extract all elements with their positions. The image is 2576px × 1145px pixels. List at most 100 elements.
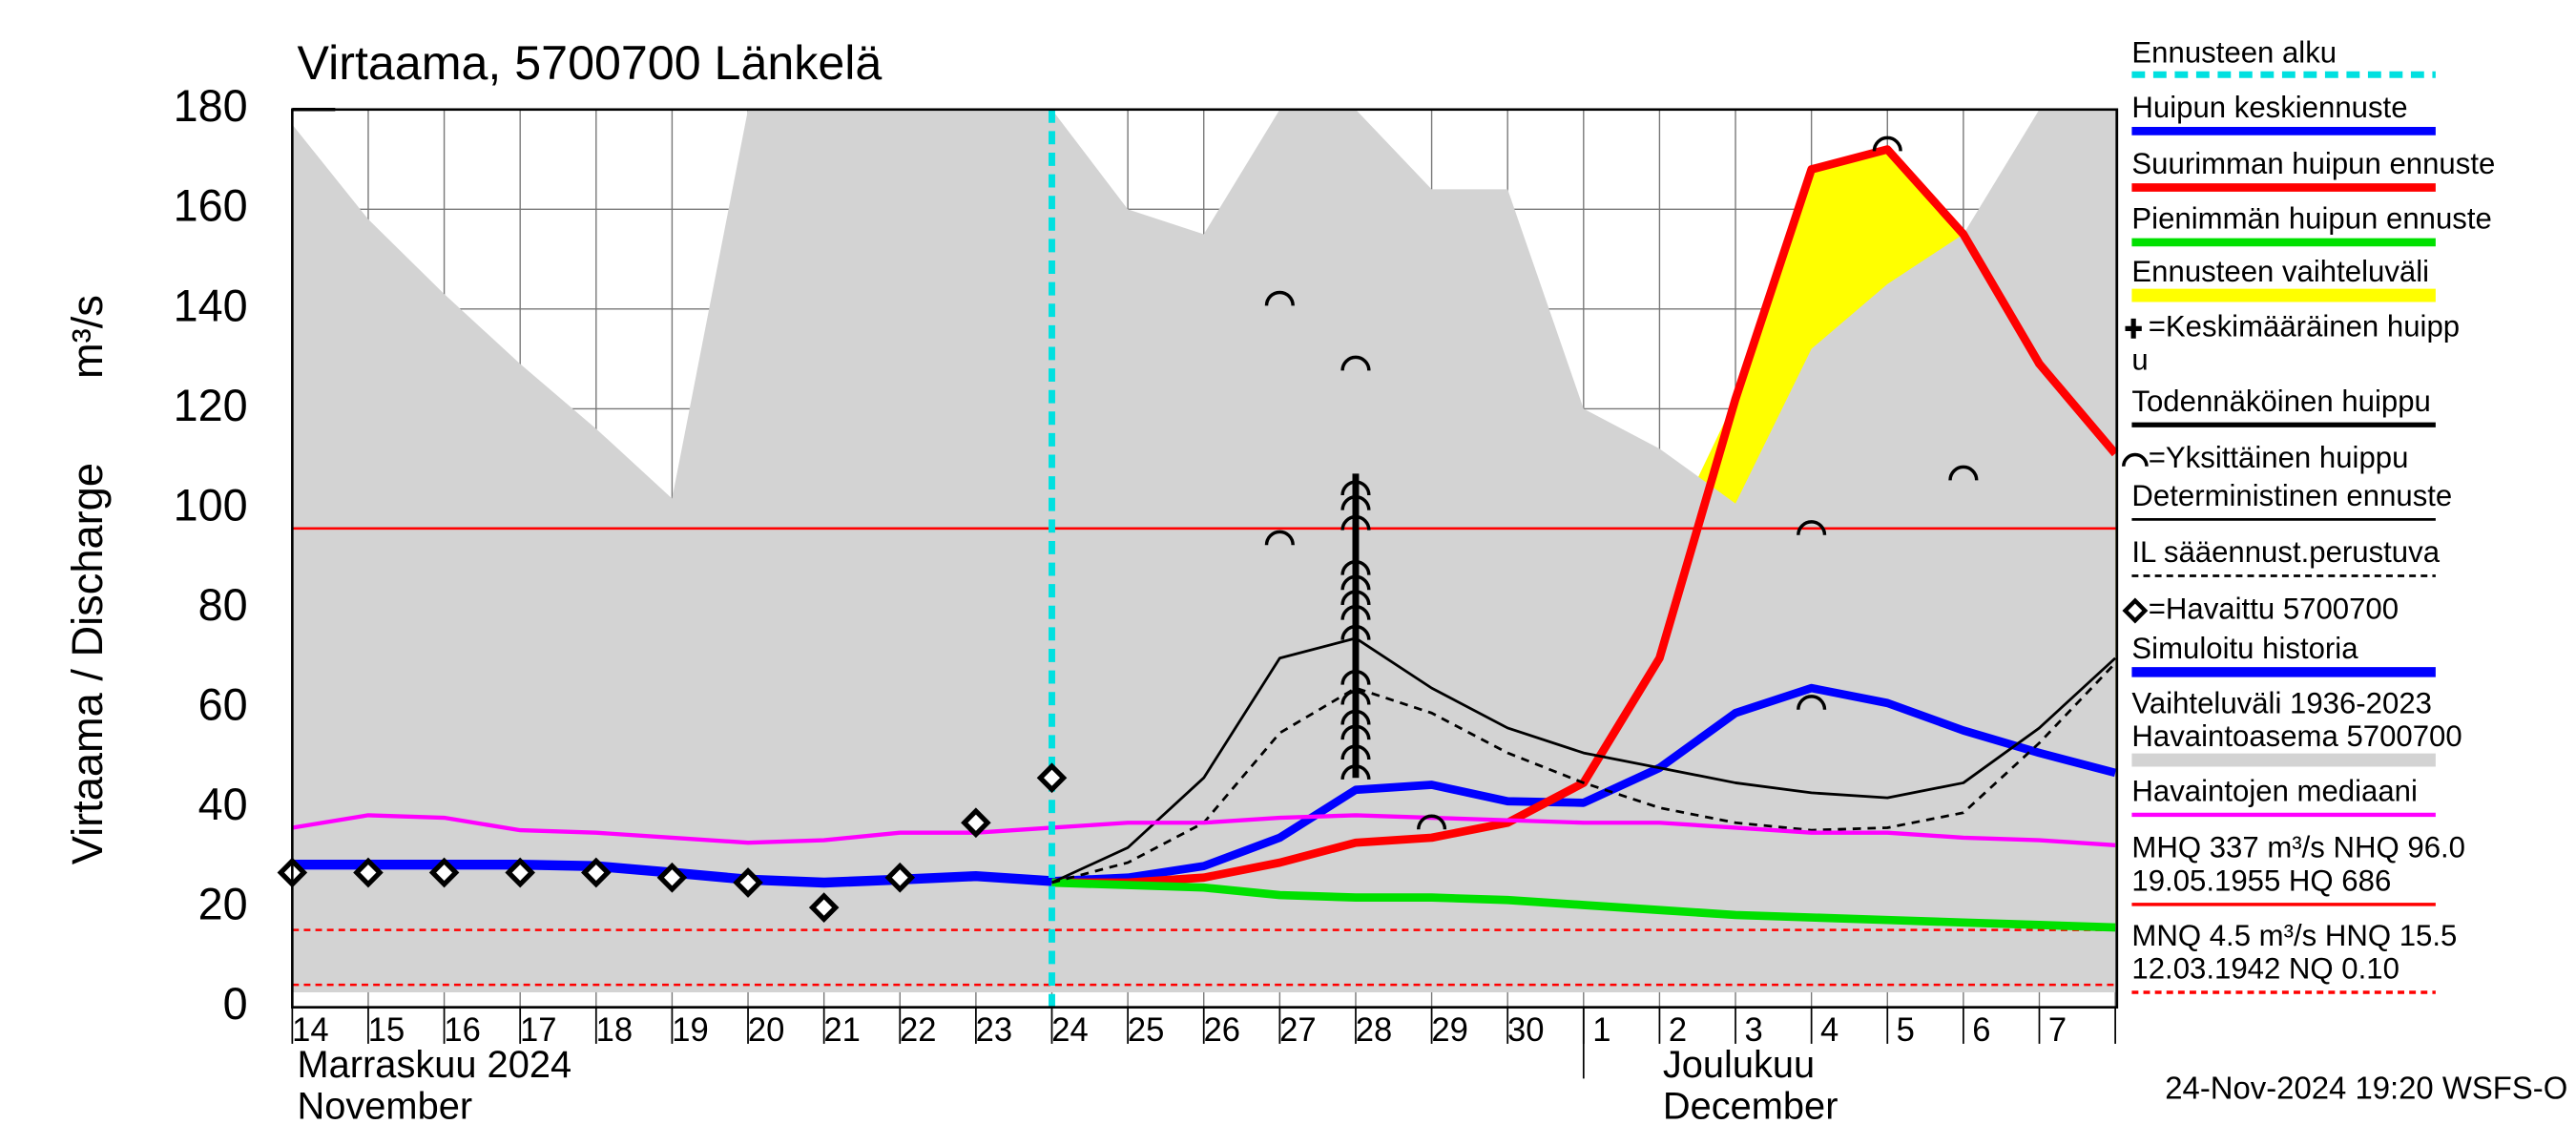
peak-marker — [1797, 695, 1827, 710]
series-line — [1050, 636, 2117, 885]
x-tick-label: 30 — [1507, 1012, 1545, 1049]
footer: 24-Nov-2024 19:20 WSFS-O — [2165, 1070, 2567, 1105]
legend-label: =Havaittu 5700700 — [2149, 592, 2399, 625]
x-tick-label: 23 — [976, 1012, 1013, 1049]
y-tick-label: 80 — [198, 580, 248, 630]
x-tick-label: 29 — [1431, 1012, 1468, 1049]
legend-label: Deterministinen ennuste — [2131, 479, 2452, 512]
observed-marker — [656, 862, 688, 893]
legend-label: u — [2131, 343, 2148, 376]
observed-marker — [733, 867, 763, 898]
observed-marker — [808, 892, 840, 923]
x-tick-label: 6 — [1972, 1012, 1990, 1049]
peak-marker — [1340, 574, 1371, 591]
peak-marker — [1340, 605, 1371, 620]
legend-label: =Yksittäinen huippu — [2149, 441, 2409, 474]
month-label: November — [298, 1085, 473, 1127]
x-tick-label: 28 — [1356, 1012, 1393, 1049]
peak-marker — [1340, 709, 1371, 725]
legend-label: Suurimman huipun ennuste — [2131, 147, 2495, 180]
legend-label: Ennusteen alku — [2131, 36, 2337, 70]
y-tick-label: 100 — [174, 480, 248, 530]
legend-label: MHQ 337 m³/s NHQ 96.0 — [2131, 831, 2465, 864]
x-tick-label: 4 — [1820, 1012, 1839, 1049]
observed-marker — [1036, 762, 1068, 794]
legend-symbol — [2122, 597, 2149, 624]
x-tick-label: 14 — [292, 1012, 329, 1049]
y-tick-label: 180 — [174, 81, 248, 131]
peak-marker — [1340, 515, 1371, 531]
y-tick-label: 20 — [198, 879, 248, 928]
peak-marker — [1340, 744, 1371, 760]
y-tick-label: 60 — [198, 679, 248, 729]
peak-marker — [1872, 135, 1902, 152]
legend-label: Todennäköinen huippu — [2131, 385, 2430, 418]
x-tick-label: 2 — [1669, 1012, 1687, 1049]
observed-marker — [581, 857, 612, 888]
x-tick-label: 22 — [900, 1012, 937, 1049]
x-tick-label: 19 — [672, 1012, 709, 1049]
x-tick-label: 27 — [1279, 1012, 1317, 1049]
x-tick-label: 7 — [2048, 1012, 2067, 1049]
legend-label: Havaintoasema 5700700 — [2131, 719, 2462, 753]
legend-label: =Keskimääräinen huipp — [2149, 310, 2460, 344]
legend-label: Simuloitu historia — [2131, 632, 2358, 665]
peak-marker — [1340, 480, 1371, 496]
chart-title: Virtaama, 5700700 Länkelä — [298, 35, 883, 90]
x-tick-label: 16 — [444, 1012, 481, 1049]
peak-marker — [1340, 689, 1371, 705]
observed-marker — [353, 857, 384, 888]
peak-marker — [1340, 724, 1371, 740]
x-tick-label: 18 — [596, 1012, 634, 1049]
peak-marker — [1417, 814, 1447, 830]
peak-marker — [1340, 560, 1371, 575]
month-label: Joulukuu — [1663, 1044, 1815, 1086]
series-line — [291, 813, 2116, 847]
peak-marker — [1340, 670, 1371, 685]
y-tick-label: 120 — [174, 381, 248, 430]
y-axis-unit: m³/s — [63, 295, 112, 379]
y-tick-label: 0 — [223, 979, 248, 1029]
x-tick-label: 20 — [748, 1012, 785, 1049]
x-tick-label: 26 — [1204, 1012, 1241, 1049]
peak-marker — [1340, 764, 1371, 781]
peak-marker — [1797, 520, 1827, 535]
x-tick-label: 5 — [1897, 1012, 1915, 1049]
legend-label: IL sääennust.perustuva — [2131, 535, 2440, 569]
legend-label: Havaintojen mediaani — [2131, 775, 2418, 808]
observed-marker — [428, 857, 460, 888]
x-tick-label: 17 — [520, 1012, 557, 1049]
plot-frame — [291, 108, 2119, 1009]
observed-marker — [961, 807, 991, 839]
y-tick-label: 40 — [198, 780, 248, 829]
month-label: December — [1663, 1085, 1839, 1127]
legend-label: Pienimmän huipun ennuste — [2131, 202, 2491, 236]
legend-label: Huipun keskiennuste — [2131, 91, 2407, 124]
y-tick-label: 160 — [174, 181, 248, 231]
peak-marker — [1340, 590, 1371, 606]
y-axis-label: Virtaama / Discharge — [63, 463, 112, 864]
x-tick-label: 1 — [1592, 1012, 1610, 1049]
peak-marker — [1264, 530, 1295, 546]
x-tick-label: 25 — [1128, 1012, 1165, 1049]
series-line — [1051, 878, 2116, 932]
peak-marker — [1340, 495, 1371, 510]
x-tick-label: 24 — [1051, 1012, 1089, 1049]
month-label: Marraskuu 2024 — [298, 1044, 572, 1086]
y-tick-label: 140 — [174, 281, 248, 330]
legend-label: Ennusteen vaihteluväli — [2131, 255, 2429, 288]
series-line — [1051, 683, 2117, 885]
legend-label: Vaihteluväli 1936-2023 — [2131, 686, 2432, 719]
legend-label: MNQ 4.5 m³/s HNQ 15.5 — [2131, 919, 2457, 952]
series-line — [1051, 662, 2117, 885]
legend-label: 12.03.1942 NQ 0.10 — [2131, 952, 2399, 986]
observed-marker — [505, 857, 535, 888]
peak-marker — [1264, 290, 1295, 306]
legend-symbol — [2122, 452, 2149, 467]
observed-marker — [884, 862, 916, 893]
x-tick-label: 3 — [1744, 1012, 1762, 1049]
peak-marker — [1340, 355, 1371, 371]
legend-label: 19.05.1955 HQ 686 — [2131, 864, 2391, 897]
x-tick-label: 21 — [823, 1012, 861, 1049]
